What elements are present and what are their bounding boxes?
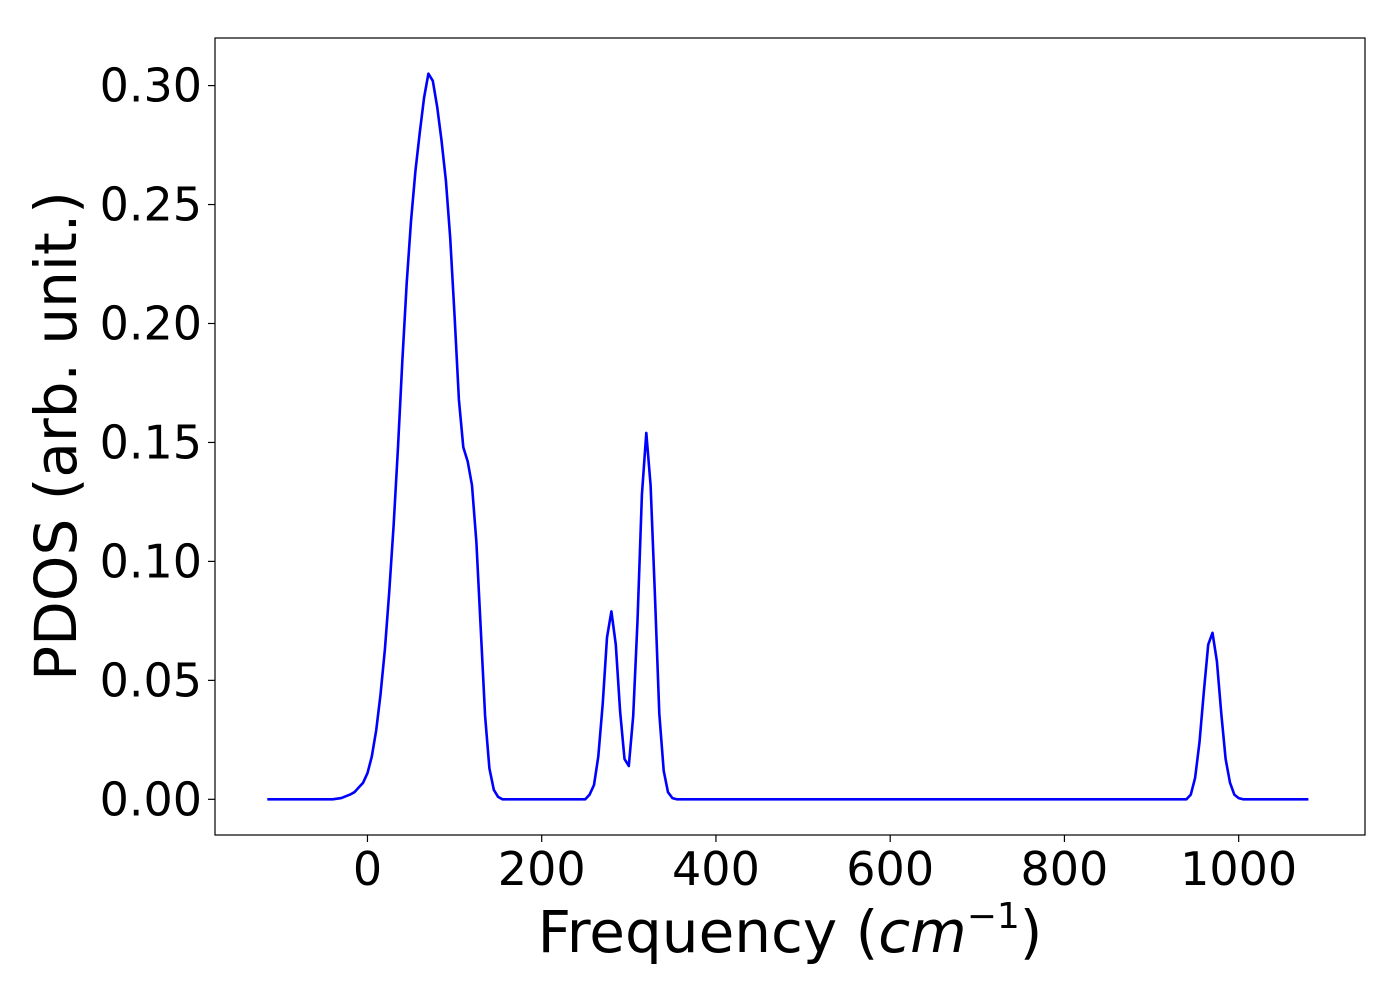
x-tick-label: 400 (672, 842, 760, 896)
x-axis-title-unit: cm (878, 898, 966, 966)
x-axis-title-text: Frequency ( (538, 898, 879, 966)
y-tick-label: 0.00 (100, 772, 202, 826)
y-tick-label: 0.05 (100, 653, 202, 707)
x-tick-label: 0 (353, 842, 382, 896)
y-tick-label: 0.30 (100, 59, 202, 113)
y-axis-title: PDOS (arb. unit.) (22, 191, 90, 681)
x-axis-title: Frequency (cm−1) (538, 896, 1043, 966)
plot-background (215, 38, 1365, 835)
x-axis-title-exponent: −1 (967, 896, 1020, 937)
y-tick-label: 0.15 (100, 415, 202, 469)
x-tick-label: 600 (846, 842, 934, 896)
y-tick-label: 0.20 (100, 296, 202, 350)
y-axis-ticks: 0.00 0.05 0.10 0.15 0.20 0.25 0.30 (100, 59, 215, 826)
x-axis-ticks: 0 200 400 600 800 1000 (353, 835, 1297, 896)
plot-frame (214, 37, 1366, 836)
pdos-series-line (267, 72, 1309, 801)
x-tick-label: 200 (498, 842, 586, 896)
x-tick-label: 1000 (1180, 842, 1297, 896)
x-tick-label: 800 (1021, 842, 1109, 896)
y-tick-label: 0.10 (100, 534, 202, 588)
y-tick-label: 0.25 (100, 178, 202, 232)
x-axis-title-suffix: ) (1020, 898, 1043, 966)
